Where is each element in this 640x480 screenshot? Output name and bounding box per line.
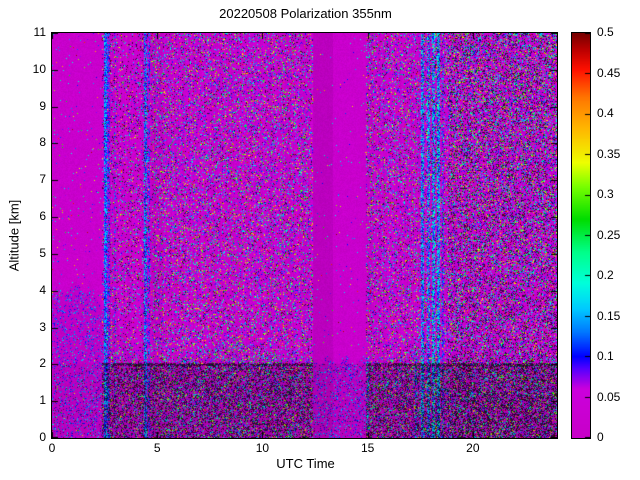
colorbar-tick-label: 0.25	[597, 227, 621, 242]
x-tick-label: 20	[466, 441, 480, 455]
y-axis-label: Altitude [km]	[6, 199, 22, 272]
y-tick-label: 0	[39, 430, 46, 444]
y-tick-label: 7	[39, 172, 46, 187]
heatmap-canvas	[51, 32, 558, 439]
x-tick-label: 10	[255, 441, 270, 455]
y-tick-label: 8	[39, 135, 46, 150]
x-tick-label: 5	[153, 441, 161, 455]
colorbar-tick-label: 0.45	[597, 65, 621, 80]
colorbar-tick-label: 0.4	[597, 106, 614, 120]
plot-title: 20220508 Polarization 355nm	[219, 6, 392, 21]
x-tick-label: 0	[48, 441, 56, 455]
y-tick-label: 6	[39, 209, 46, 224]
colorbar-tick-label: 0.1	[597, 349, 614, 363]
colorbar-tick-label: 0.2	[597, 268, 614, 282]
colorbar-tick-label: 0.35	[597, 146, 621, 161]
y-tick-label: 5	[39, 245, 46, 260]
y-tick-label: 3	[39, 319, 46, 334]
colorbar-tick-label: 0	[597, 430, 604, 444]
colorbar-tick-label: 0.3	[597, 187, 614, 201]
colorbar-canvas	[571, 32, 591, 439]
x-tick-label: 15	[360, 441, 375, 455]
y-tick-label: 2	[39, 356, 46, 371]
colorbar-tick-label: 0.05	[597, 389, 621, 404]
y-tick-label: 1	[39, 393, 46, 408]
y-tick-label: 11	[33, 25, 46, 39]
colorbar-tick-label: 0.5	[597, 25, 614, 39]
y-tick-label: 10	[32, 61, 46, 76]
colorbar-tick-label: 0.15	[597, 308, 621, 323]
x-axis-label: UTC Time	[276, 456, 335, 471]
y-tick-label: 9	[39, 98, 46, 113]
y-tick-label: 4	[39, 282, 46, 297]
